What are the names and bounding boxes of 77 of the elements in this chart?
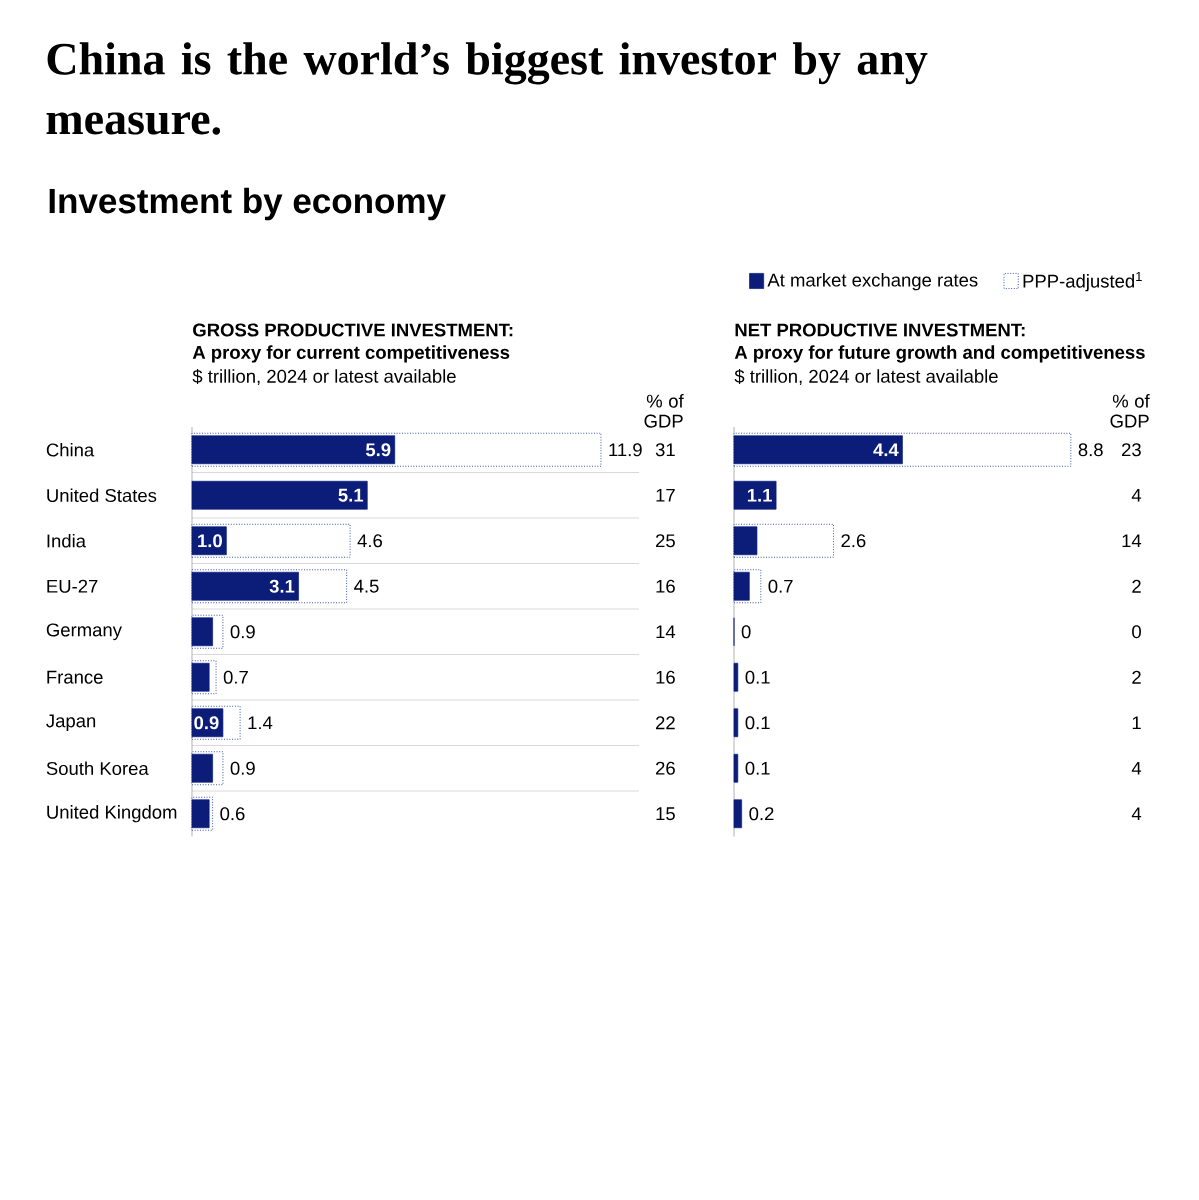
text: 0 bbox=[1132, 625, 1141, 639]
data-label: 0.1 bbox=[745, 716, 770, 730]
text: 4 bbox=[1131, 807, 1142, 821]
bar bbox=[191, 617, 213, 647]
text: 4 bbox=[1131, 488, 1142, 502]
text: Investment by economy bbox=[49, 187, 446, 221]
bar bbox=[733, 753, 739, 783]
data-label: 0.6 bbox=[220, 807, 245, 821]
text: 26 bbox=[656, 761, 675, 775]
bar bbox=[733, 526, 758, 556]
chart-title: GROSS PRODUCTIVE INVESTMENT: bbox=[193, 323, 513, 337]
y-tick-label: South Korea bbox=[46, 761, 149, 776]
bar bbox=[733, 435, 903, 465]
y-tick-label: United Kingdom bbox=[47, 805, 177, 823]
text: 23 bbox=[1122, 443, 1141, 457]
chart-subtitle: A proxy for current competitiveness bbox=[192, 345, 510, 363]
text: 2 bbox=[1132, 670, 1141, 684]
data-label: 0.9 bbox=[194, 716, 219, 730]
data-label: 0.1 bbox=[745, 761, 770, 775]
text: 15 bbox=[656, 807, 675, 821]
x-axis-title: $ trillion, 2024 or latest available bbox=[192, 368, 456, 386]
data-label: 0.7 bbox=[768, 579, 793, 593]
y-tick-label: France bbox=[47, 670, 103, 684]
text: 4 bbox=[1131, 761, 1142, 775]
y-tick-label: Germany bbox=[46, 623, 122, 641]
data-label: 0.2 bbox=[749, 807, 774, 821]
y-tick-label: China bbox=[46, 442, 95, 457]
bar bbox=[191, 753, 213, 783]
y-tick-label: Japan bbox=[46, 714, 96, 732]
x-axis-title: $ trillion, 2024 or latest available bbox=[734, 368, 998, 386]
bar bbox=[191, 435, 396, 465]
y-tick-label: United States bbox=[47, 488, 157, 503]
data-label: 4.4 bbox=[873, 443, 899, 457]
data-label: 8.8 bbox=[1078, 443, 1103, 457]
bar bbox=[191, 480, 368, 510]
data-label: 4.6 bbox=[357, 534, 382, 548]
data-label: 1.0 bbox=[198, 534, 222, 548]
bar bbox=[733, 708, 739, 738]
data-label: 2.6 bbox=[841, 534, 866, 548]
text: 25 bbox=[656, 534, 675, 548]
y-tick-label: India bbox=[47, 533, 87, 548]
legend-label: At market exchange rates bbox=[767, 273, 978, 291]
bar bbox=[733, 480, 777, 510]
bar bbox=[191, 571, 299, 601]
text: 14 bbox=[1122, 534, 1142, 548]
text: % of GDP bbox=[1110, 394, 1150, 428]
text: 2 bbox=[1132, 579, 1141, 593]
text: China is the world’s biggest investor by any measure. bbox=[46, 42, 928, 135]
data-label: 0.1 bbox=[745, 670, 770, 684]
text: 16 bbox=[656, 670, 675, 684]
data-label: 4.5 bbox=[354, 579, 379, 593]
text: % of GDP bbox=[644, 394, 684, 428]
text: 22 bbox=[656, 716, 675, 730]
data-label: 11.9 bbox=[609, 443, 642, 457]
data-label: 1.1 bbox=[747, 488, 772, 502]
data-label: 0.9 bbox=[230, 625, 255, 639]
chart-title: NET PRODUCTIVE INVESTMENT: bbox=[735, 323, 1025, 337]
bar bbox=[733, 662, 739, 692]
legend-label: PPP-adjusted$^{1}$ bbox=[1023, 271, 1142, 292]
y-tick-label: EU-27 bbox=[47, 579, 98, 593]
data-label: 0.7 bbox=[223, 670, 248, 684]
chart-subtitle: A proxy for future growth and competitiveness bbox=[734, 345, 1145, 363]
text: 31 bbox=[655, 443, 675, 457]
data-label: 5.9 bbox=[365, 443, 391, 457]
data-label: 1.4 bbox=[248, 716, 273, 730]
text: 17 bbox=[656, 488, 675, 502]
bar bbox=[191, 526, 227, 556]
data-label: 0.9 bbox=[230, 761, 255, 775]
data-label: 0 bbox=[741, 625, 751, 639]
bar bbox=[191, 708, 224, 738]
text: 1 bbox=[1132, 716, 1141, 730]
data-label: 3.1 bbox=[269, 579, 295, 593]
data-label: 5.1 bbox=[338, 488, 364, 502]
bar bbox=[733, 571, 750, 601]
text: 14 bbox=[656, 625, 676, 639]
bar bbox=[733, 799, 742, 829]
text: 16 bbox=[656, 579, 675, 593]
